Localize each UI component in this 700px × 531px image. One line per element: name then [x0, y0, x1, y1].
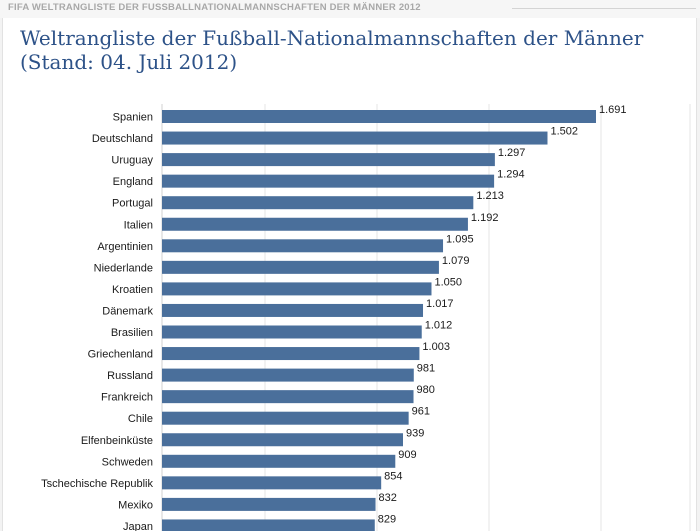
- bar: [162, 390, 414, 404]
- category-label: Kroatien: [112, 284, 153, 296]
- value-label: 1.691: [599, 104, 627, 116]
- value-label: 1.003: [422, 341, 450, 353]
- value-label: 854: [384, 470, 402, 482]
- category-label: Portugal: [112, 198, 153, 210]
- value-label: 961: [412, 406, 430, 418]
- value-label: 980: [417, 384, 435, 396]
- bar: [162, 196, 474, 210]
- bar: [162, 110, 596, 123]
- bar: [162, 303, 424, 317]
- category-label: Dänemark: [102, 305, 153, 317]
- category-label: Uruguay: [111, 155, 153, 167]
- category-label: England: [113, 176, 153, 188]
- bar: [162, 433, 403, 447]
- bar: [162, 476, 382, 490]
- category-label: Chile: [128, 413, 153, 425]
- bar: [162, 174, 495, 188]
- section-header: FIFA WELTRANGLISTE DER FUSSBALLNATIONALM…: [0, 0, 700, 18]
- category-label: Russland: [107, 370, 153, 382]
- bar: [162, 497, 376, 511]
- bar: [162, 282, 432, 296]
- value-label: 1.095: [446, 233, 474, 245]
- value-label: 1.502: [550, 126, 578, 138]
- chart-title-text: Weltrangliste der Fußball-Nationalmannsc…: [20, 26, 644, 50]
- value-label: 939: [406, 427, 424, 439]
- value-label: 1.017: [426, 298, 454, 310]
- bar: [162, 260, 439, 274]
- category-label: Japan: [123, 521, 153, 531]
- value-label: 1.050: [434, 276, 462, 288]
- category-label: Frankreich: [101, 392, 153, 404]
- value-label: 909: [398, 449, 416, 461]
- value-label: 1.192: [471, 212, 499, 224]
- chart-title: Weltrangliste der Fußball-Nationalmannsc…: [20, 26, 643, 74]
- value-label: 829: [378, 513, 396, 525]
- value-label: 1.294: [497, 169, 525, 181]
- bar: [162, 217, 468, 231]
- bar: [162, 325, 422, 339]
- category-label: Tschechische Republik: [41, 478, 153, 490]
- category-label: Elfenbeinküste: [81, 435, 153, 447]
- bar: [162, 239, 444, 253]
- category-label: Deutschland: [92, 133, 153, 145]
- section-divider: [512, 8, 696, 9]
- bar: [162, 519, 375, 531]
- category-label: Argentinien: [97, 241, 153, 253]
- category-label: Griechenland: [88, 349, 153, 361]
- value-label: 1.213: [476, 190, 504, 202]
- value-label: 832: [379, 492, 397, 504]
- category-label: Schweden: [102, 456, 153, 468]
- value-label: 1.297: [498, 147, 526, 159]
- bar: [162, 454, 396, 468]
- bar: [162, 368, 414, 382]
- chart-subtitle: (Stand: 04. Juli 2012): [20, 50, 238, 74]
- value-label: 1.079: [442, 255, 470, 267]
- bar: [162, 411, 409, 425]
- bar: [162, 347, 420, 361]
- section-label: FIFA WELTRANGLISTE DER FUSSBALLNATIONALM…: [8, 2, 421, 13]
- value-label: 1.012: [425, 320, 453, 332]
- category-label: Mexiko: [118, 499, 153, 511]
- bar: [162, 131, 548, 145]
- category-label: Spanien: [113, 112, 153, 124]
- value-label: 981: [417, 363, 435, 375]
- category-label: Niederlande: [94, 262, 153, 274]
- category-label: Italien: [124, 219, 153, 231]
- bar: [162, 153, 495, 167]
- category-label: Brasilien: [111, 327, 153, 339]
